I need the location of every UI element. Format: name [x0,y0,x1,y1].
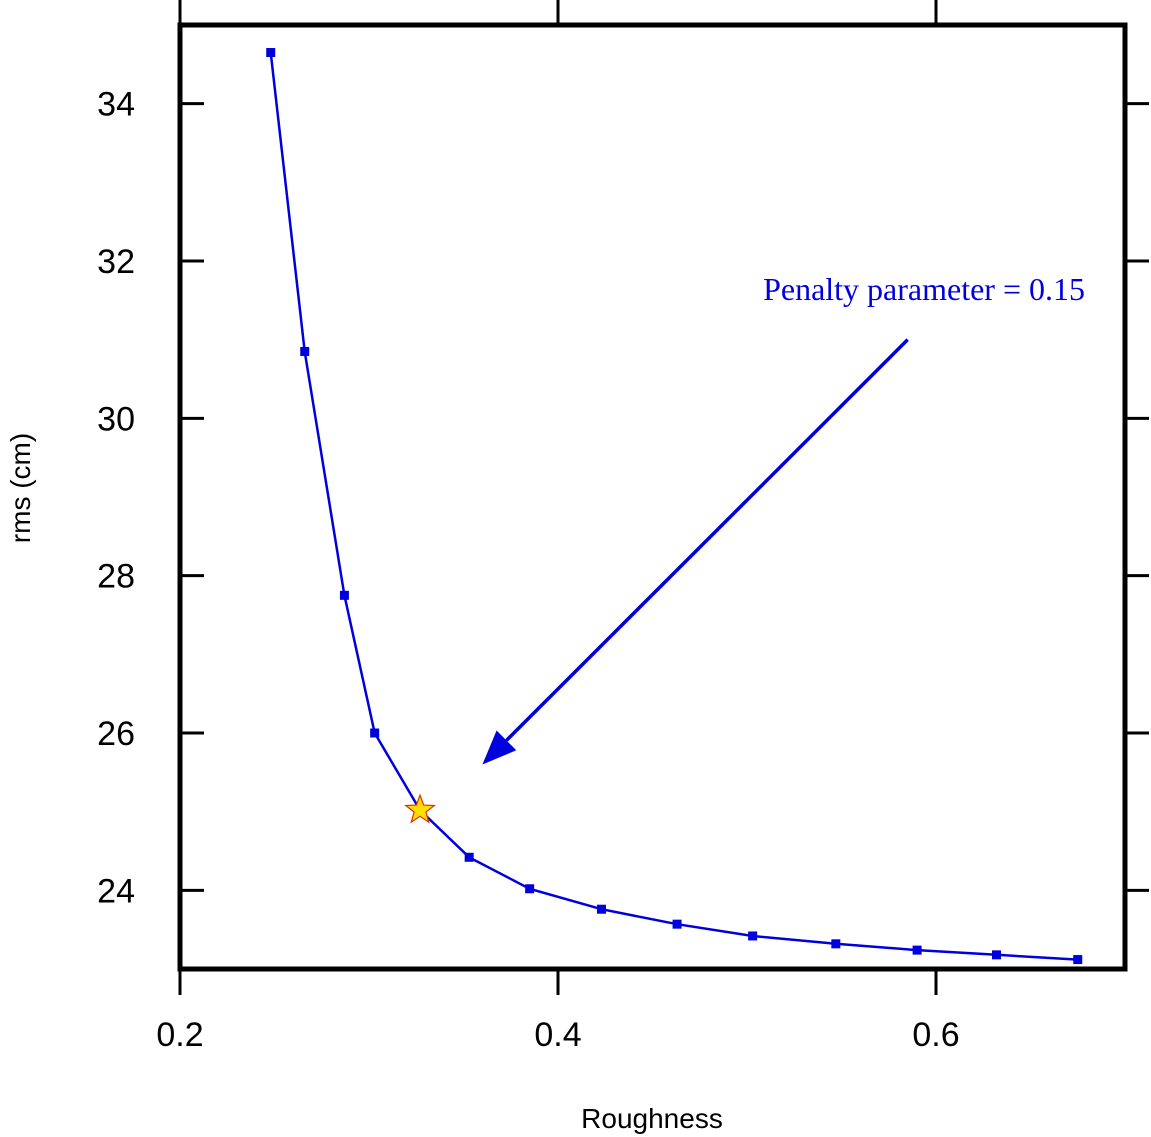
x-tick-label: 0.4 [534,1016,581,1054]
data-point [672,919,682,929]
data-point [991,950,1001,960]
x-tick-label: 0.6 [912,1016,959,1054]
data-point [912,945,922,955]
y-tick-label: 34 [97,86,135,124]
data-point [831,939,841,949]
annotation-arrow-shaft [505,338,909,742]
data-point [464,852,474,862]
data-point [596,904,606,914]
annotation-arrow-head-icon [482,730,517,765]
y-tick-label: 26 [97,715,135,753]
x-tick-label: 0.2 [156,1016,203,1054]
y-tick-label: 24 [97,872,135,910]
data-point [748,931,758,941]
highlight-star-icon [404,793,436,824]
x-axis-title: Roughness [581,1103,723,1134]
y-tick-label: 32 [97,243,135,281]
y-tick-label: 28 [97,558,135,596]
data-point [339,590,349,600]
y-tick-label: 30 [97,400,135,438]
data-point [525,884,535,894]
annotation-label: Penalty parameter = 0.15 [763,271,1085,307]
y-axis-title: rms (cm) [5,433,36,543]
data-point [1073,955,1083,965]
series-line [269,52,1078,961]
data-point [266,48,276,58]
data-point [300,346,310,356]
data-point [370,728,380,738]
plot-frame [177,22,1128,972]
